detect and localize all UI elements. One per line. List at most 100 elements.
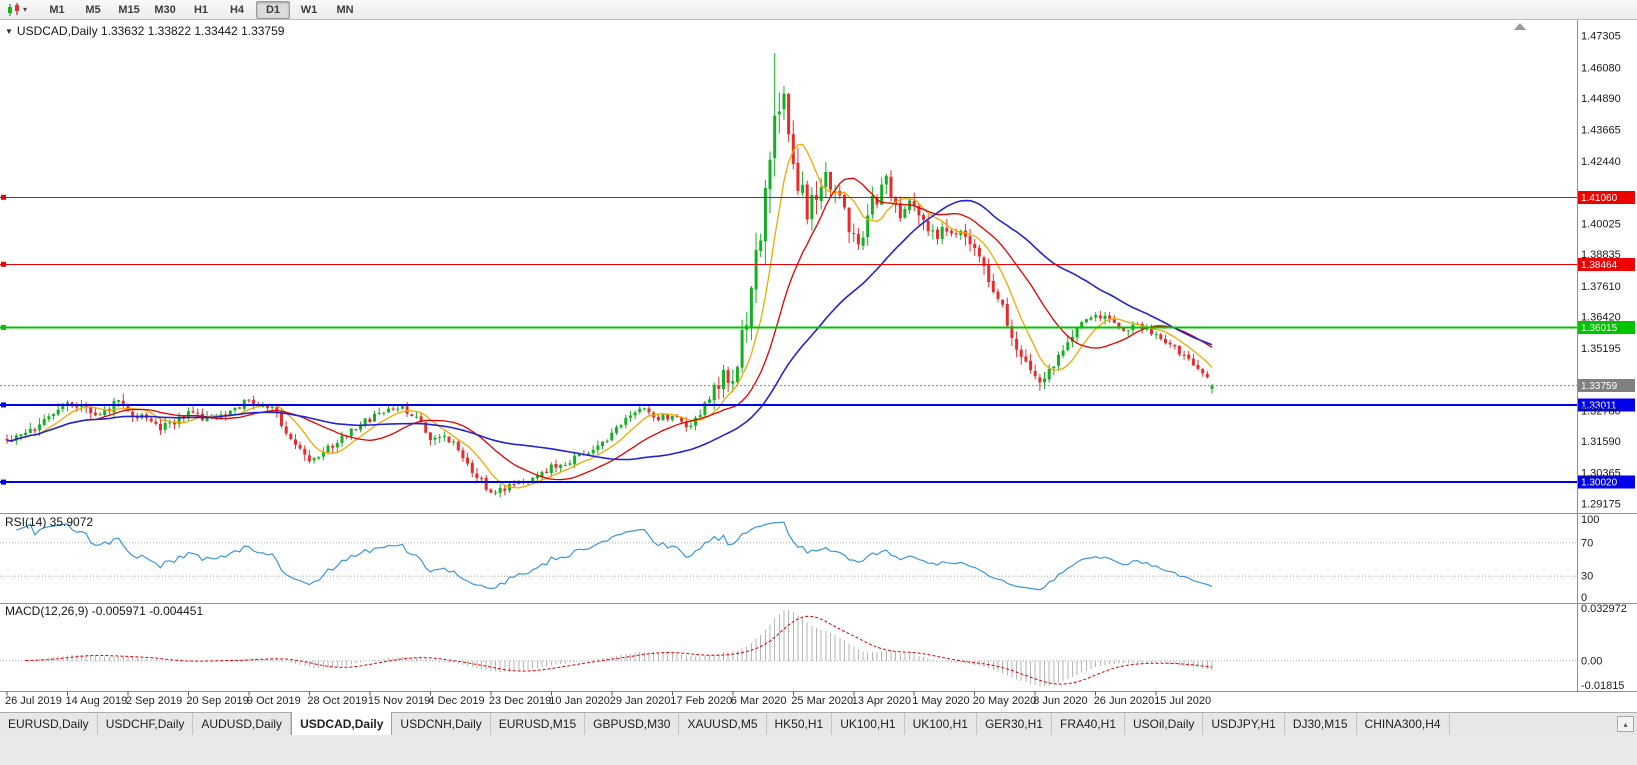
sr-line-handle-1-36015[interactable] <box>1 324 6 330</box>
candle-body <box>475 473 479 478</box>
candle-body <box>749 287 753 328</box>
candle-body <box>112 401 116 413</box>
price-badge-1-33011-label: 1.33011 <box>1581 400 1617 411</box>
candle-body <box>484 477 488 490</box>
price-badge-1-36015-bg <box>1578 320 1635 334</box>
sr-line-handle-1-33011[interactable] <box>1 402 6 408</box>
chart-tabs-bar: EURUSD,Daily USDCHF,Daily AUDUSD,Daily USDC… <box>0 712 1637 735</box>
candle-body <box>884 175 888 185</box>
chart-tab-usoil-daily[interactable]: USOil,Daily <box>1125 713 1204 735</box>
chart-tab-eurusd-daily[interactable]: EURUSD,Daily <box>0 713 98 735</box>
candle-body <box>75 406 79 408</box>
candle-body <box>14 435 18 441</box>
price-badge-1-38464-bg <box>1578 257 1635 271</box>
candle-body <box>191 411 195 413</box>
candle-body <box>1015 338 1019 350</box>
candle-body <box>387 408 390 413</box>
date-label-17-feb-2020: 17 Feb 2020 <box>670 695 732 707</box>
timeframe-button-m1[interactable]: M1 <box>49 3 65 16</box>
candle-body <box>1182 354 1186 356</box>
candle-body <box>24 432 28 435</box>
chart-shift-marker-icon[interactable] <box>1514 23 1526 30</box>
candle-body <box>568 463 572 465</box>
chart-tab-uk100-h1[interactable]: UK100,H1 <box>832 713 905 735</box>
chart-tab-dj30-m15[interactable]: DJ30,M15 <box>1285 713 1357 735</box>
candle-body <box>540 472 544 477</box>
candle-body <box>1080 322 1084 329</box>
chart-tab-china300-h4[interactable]: CHINA300,H4 <box>1357 713 1450 735</box>
macd-signal-line <box>25 615 1213 685</box>
chart-tab-hk50-h1[interactable]: HK50,H1 <box>767 713 833 735</box>
timeframe-button-mn[interactable]: MN <box>336 3 354 16</box>
timeframe-button-group: M1 M5 M15 M30 H1 H4 D1 W1 MN <box>39 0 363 19</box>
chart-tab-usdchf-daily[interactable]: USDCHF,Daily <box>98 713 194 735</box>
price-badge-1-30020-bg <box>1578 475 1635 489</box>
timeframe-button-h1[interactable]: H1 <box>193 3 209 16</box>
chart-tab-xauusd-m5[interactable]: XAUUSD,M5 <box>679 713 767 735</box>
price-tick-1-35195: 1.35195 <box>1581 343 1621 355</box>
candle-body <box>796 162 800 191</box>
candle-body <box>1117 322 1121 327</box>
timeframe-button-d1[interactable]: D1 <box>256 0 291 19</box>
price-tick-1-38835: 1.38835 <box>1581 249 1621 261</box>
candle-body <box>1029 360 1033 371</box>
tab-scroll-button[interactable]: ▴ <box>1617 716 1634 732</box>
candle-body <box>368 418 372 422</box>
candle-body <box>363 418 367 426</box>
timeframe-button-m30[interactable]: M30 <box>154 3 176 16</box>
candle-body <box>1122 326 1126 331</box>
chart-tab-audusd-daily[interactable]: AUDUSD,Daily <box>193 713 292 735</box>
candle-body <box>638 408 642 413</box>
candle-body <box>456 441 460 451</box>
candle-body <box>410 414 414 417</box>
price-tick-1-44890: 1.44890 <box>1581 93 1621 105</box>
chart-tab-uk100-h1[interactable]: UK100,H1 <box>905 713 977 735</box>
timeframe-button-m15[interactable]: M15 <box>118 3 140 16</box>
timeframe-button-w1[interactable]: W1 <box>300 3 318 16</box>
candle-body <box>768 159 772 190</box>
sr-line-handle-1-41060[interactable] <box>1 194 6 200</box>
price-badge-1-38464: 1.38464 <box>1578 257 1635 271</box>
candle-body <box>19 434 23 437</box>
candle-body <box>359 425 363 430</box>
chart-type-button[interactable]: ▾ <box>4 1 29 19</box>
candle-body <box>977 247 981 257</box>
candle-body <box>591 449 595 454</box>
candle-body <box>168 422 172 424</box>
timeframe-button-h4[interactable]: H4 <box>229 3 245 16</box>
sr-line-handle-1-30020[interactable] <box>1 479 6 485</box>
chart-tab-ger30-h1[interactable]: GER30,H1 <box>977 713 1052 735</box>
candle-body <box>996 291 1000 299</box>
candle-body <box>428 432 432 440</box>
candle-body <box>1126 330 1130 332</box>
candle-body <box>261 406 265 408</box>
candle-body <box>1047 368 1051 380</box>
chart-tab-usdjpy-h1[interactable]: USDJPY,H1 <box>1203 713 1285 735</box>
candle-body <box>554 464 558 468</box>
sr-line-handle-1-38464[interactable] <box>1 261 6 267</box>
chart-tab-eurusd-m15[interactable]: EURUSD,M15 <box>491 713 586 735</box>
candle-body <box>66 402 69 406</box>
chart-tab-gbpusd-m30[interactable]: GBPUSD,M30 <box>585 713 680 735</box>
candle-body <box>624 417 628 425</box>
chart-tab-usdcad-daily[interactable]: USDCAD,Daily <box>291 712 393 735</box>
candle-body <box>84 405 88 407</box>
candle-body <box>805 184 809 220</box>
date-label-25-mar-2020: 25 Mar 2020 <box>791 695 853 707</box>
candle-body <box>312 458 316 461</box>
chart-tab-usdcnh-daily[interactable]: USDCNH,Daily <box>392 713 491 735</box>
candle-body <box>856 233 860 245</box>
ma-slow-line <box>6 199 1213 461</box>
candle-body <box>945 228 949 232</box>
candle-body <box>959 230 963 236</box>
price-tick-1-42440: 1.42440 <box>1581 156 1621 168</box>
candle-body <box>1043 378 1046 383</box>
date-label-2-sep-2019: 2 Sep 2019 <box>126 695 182 707</box>
candle-body <box>56 409 60 415</box>
chart-canvas[interactable]: 1.41060 1.38464 1.36015 1.33011 1.30020 1.337… <box>0 20 1637 712</box>
timeframe-button-m5[interactable]: M5 <box>85 3 101 16</box>
price-badge-1-33011-bg <box>1578 398 1635 412</box>
chart-tab-fra40-h1[interactable]: FRA40,H1 <box>1052 713 1126 735</box>
candle-body <box>270 406 274 409</box>
